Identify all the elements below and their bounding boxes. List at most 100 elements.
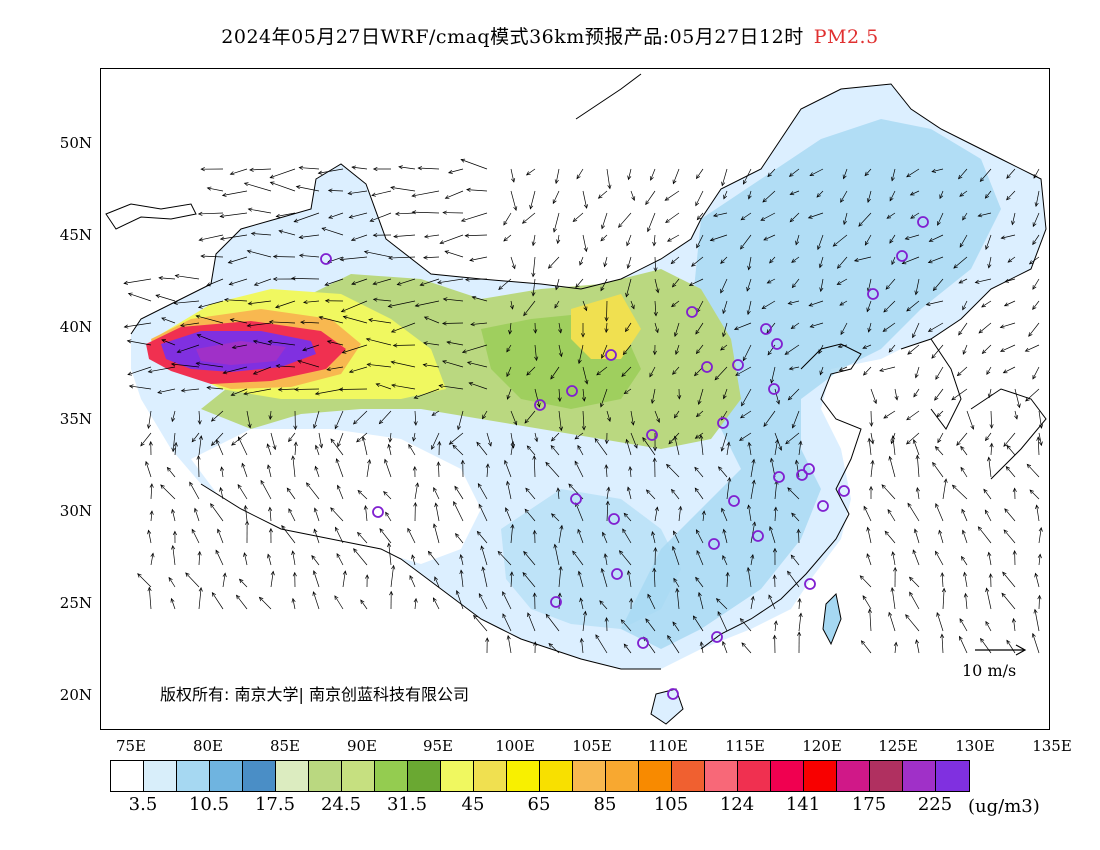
wind-arrow [673,410,680,419]
wind-arrow [1004,508,1016,522]
wind-arrow [268,410,273,420]
wind-arrow [673,322,680,338]
wind-arrow [455,533,464,544]
wind-arrow [836,256,848,269]
wind-arrow [726,441,731,456]
wind-arrow [363,250,392,258]
wind-arrow [936,410,944,418]
wind-arrow [747,441,752,456]
wind-arrow [161,317,176,324]
wind-arrow [191,432,200,443]
wind-arrow [432,523,440,544]
wind-arrow [649,168,656,181]
wind-arrow [838,366,848,371]
wind-arrow [558,344,563,358]
wind-arrow [438,384,464,390]
wind-arrow [305,482,320,500]
wind-arrow [913,528,920,544]
wind-arrow [650,388,656,405]
wind-arrow [1028,322,1040,337]
wind-arrow [219,486,224,500]
wind-arrow [888,344,896,353]
wind-arrow [582,610,588,632]
wind-arrow [140,432,152,447]
wind-arrow [313,410,320,429]
wind-arrow [303,300,320,305]
wind-arrow [550,444,560,456]
wind-arrow [572,550,584,566]
wind-arrow [245,520,250,544]
wind-arrow [531,278,536,297]
wind-arrow [750,595,755,610]
wind-arrow [934,446,944,456]
wind-arrow [647,212,656,233]
wind-arrow [577,570,584,588]
wind-arrow [550,432,560,442]
wind-arrow [722,322,728,338]
station-marker [686,306,698,318]
wind-arrow [506,366,512,378]
wind-arrow [558,410,564,432]
station-marker [372,506,384,518]
wind-arrow [295,185,320,192]
wind-arrow [480,545,488,566]
wind-arrow [886,212,896,219]
wind-arrow [253,278,272,286]
wind-arrow [935,502,944,522]
colorbar-label: 175 [851,794,887,815]
colorbar-swatch [408,761,441,791]
wind-arrow [867,437,872,456]
colorbar-swatch [771,761,804,791]
wind-arrow [667,634,680,654]
wind-arrow [237,436,248,456]
wind-arrow [477,482,488,500]
wind-arrow [352,410,368,425]
station-marker [867,288,879,300]
wind-arrow [628,466,633,478]
japan-coast [970,388,1047,480]
wind-arrow [288,508,296,522]
wind-arrow [460,212,488,222]
wind-arrow [423,316,440,324]
wind-arrow [604,464,609,478]
wind-arrow [966,410,975,430]
wind-arrow [268,319,296,325]
wind-arrow [671,278,680,288]
wind-arrow [653,256,658,273]
wind-arrow [298,165,320,170]
wind-arrow [335,458,344,478]
colorbar-swatch [441,761,474,791]
wind-arrow [722,388,728,400]
wind-arrow [446,340,464,346]
wind-arrow [423,341,440,346]
wind-arrow [654,506,659,522]
station-marker [760,323,772,335]
wind-arrow [623,512,632,522]
wind-arrow [532,592,537,610]
colorbar-label: 124 [719,794,755,815]
wind-arrow [934,388,944,401]
wind-arrow [750,458,756,478]
wind-arrow [582,366,589,385]
wind-arrow [858,212,872,227]
wind-arrow [312,591,320,610]
wind-arrow [718,466,728,478]
wind-arrow [252,366,272,375]
wind-arrow [168,576,176,588]
wind-arrow [746,278,752,292]
station-marker [570,493,582,505]
wind-arrow [249,167,272,172]
wind-vector-layer [123,158,1044,654]
wind-arrow [889,234,896,244]
wind-arrow [550,513,560,522]
wind-arrow [247,300,272,306]
wind-arrow [604,300,609,322]
wind-arrow [281,525,296,544]
wind-arrow [171,410,176,423]
wind-arrow [556,487,561,500]
wind-arrow [411,190,440,198]
wind-arrow [666,234,680,242]
wind-arrow [600,278,608,292]
wind-arrow [798,612,803,632]
wind-arrow [672,366,680,375]
